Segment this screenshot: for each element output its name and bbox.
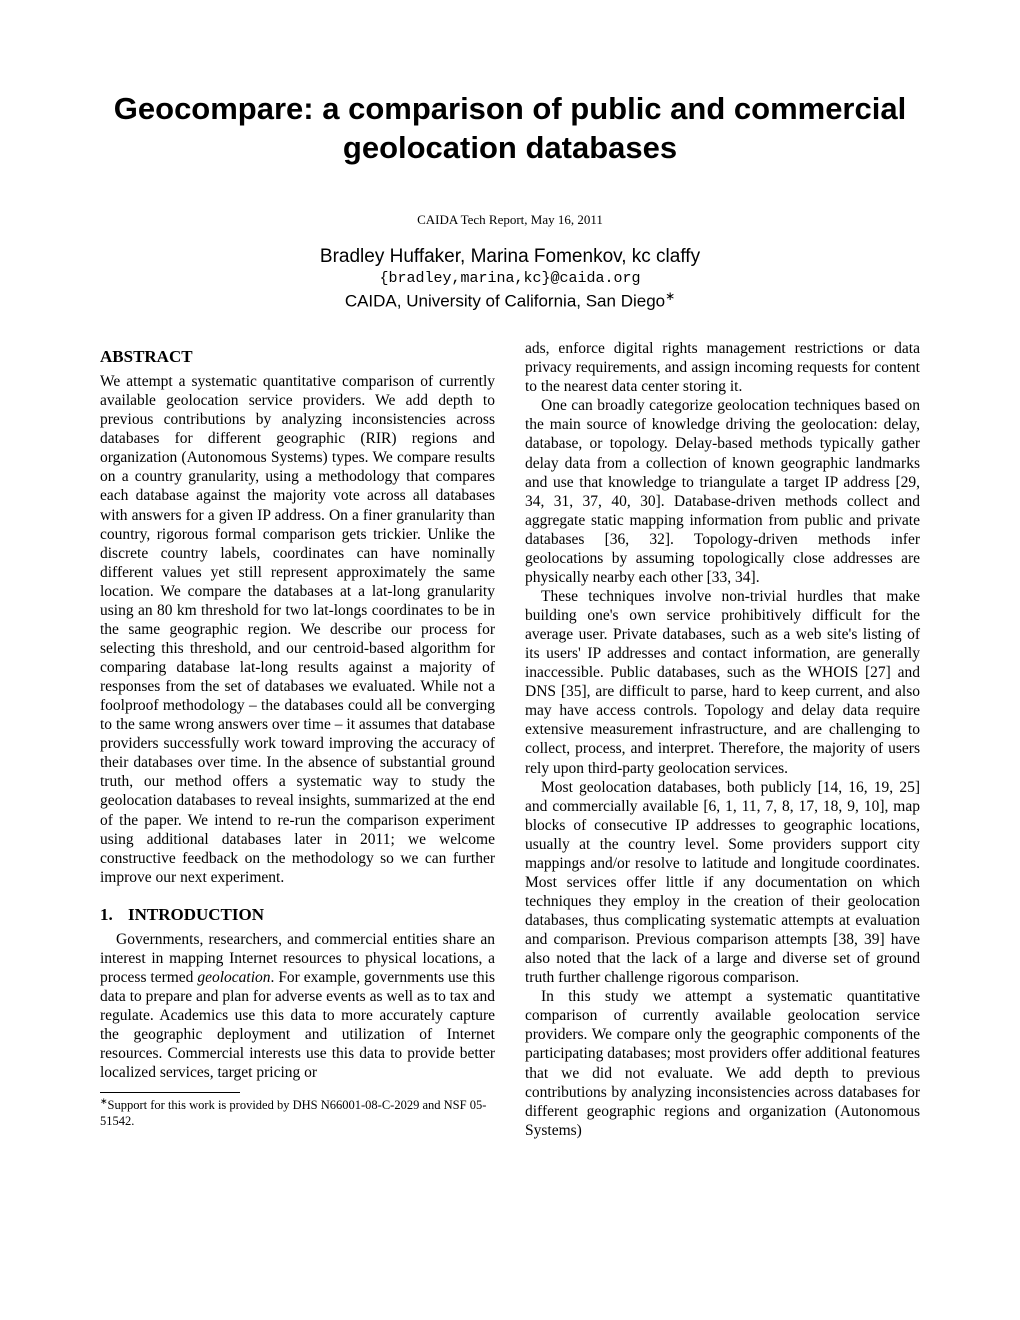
- intro-paragraph-1: Governments, researchers, and commercial…: [100, 930, 495, 1083]
- footnote-marker: ∗: [100, 1096, 108, 1106]
- footnote-text: Support for this work is provided by DHS…: [100, 1098, 486, 1128]
- section-1-number: 1.: [100, 905, 128, 926]
- abstract-body: We attempt a systematic quantitative com…: [100, 372, 495, 887]
- col2-paragraph-4: Most geolocation databases, both publicl…: [525, 778, 920, 988]
- section-1-title: INTRODUCTION: [128, 905, 264, 924]
- col2-paragraph-2: One can broadly categorize geolocation t…: [525, 396, 920, 587]
- footnote: ∗Support for this work is provided by DH…: [100, 1096, 495, 1129]
- page-root: Geocompare: a comparison of public and c…: [0, 0, 1020, 1200]
- two-column-body: ABSTRACT We attempt a systematic quantit…: [100, 339, 920, 1140]
- abstract-header: ABSTRACT: [100, 347, 495, 368]
- left-column: ABSTRACT We attempt a systematic quantit…: [100, 339, 495, 1140]
- affiliation-marker: ∗: [665, 289, 675, 303]
- author-emails: {bradley,marina,kc}@caida.org: [100, 270, 920, 287]
- affiliation: CAIDA, University of California, San Die…: [100, 289, 920, 312]
- footnote-rule: [100, 1092, 240, 1093]
- author-names: Bradley Huffaker, Marina Fomenkov, kc cl…: [100, 246, 920, 268]
- col2-paragraph-3: These techniques involve non-trivial hur…: [525, 587, 920, 778]
- paper-title: Geocompare: a comparison of public and c…: [100, 90, 920, 168]
- tech-report-line: CAIDA Tech Report, May 16, 2011: [100, 212, 920, 228]
- section-1-header: 1.INTRODUCTION: [100, 905, 495, 926]
- col2-paragraph-1: ads, enforce digital rights management r…: [525, 339, 920, 396]
- right-column: ads, enforce digital rights management r…: [525, 339, 920, 1140]
- col2-paragraph-5: In this study we attempt a systematic qu…: [525, 987, 920, 1140]
- affiliation-text: CAIDA, University of California, San Die…: [345, 291, 665, 310]
